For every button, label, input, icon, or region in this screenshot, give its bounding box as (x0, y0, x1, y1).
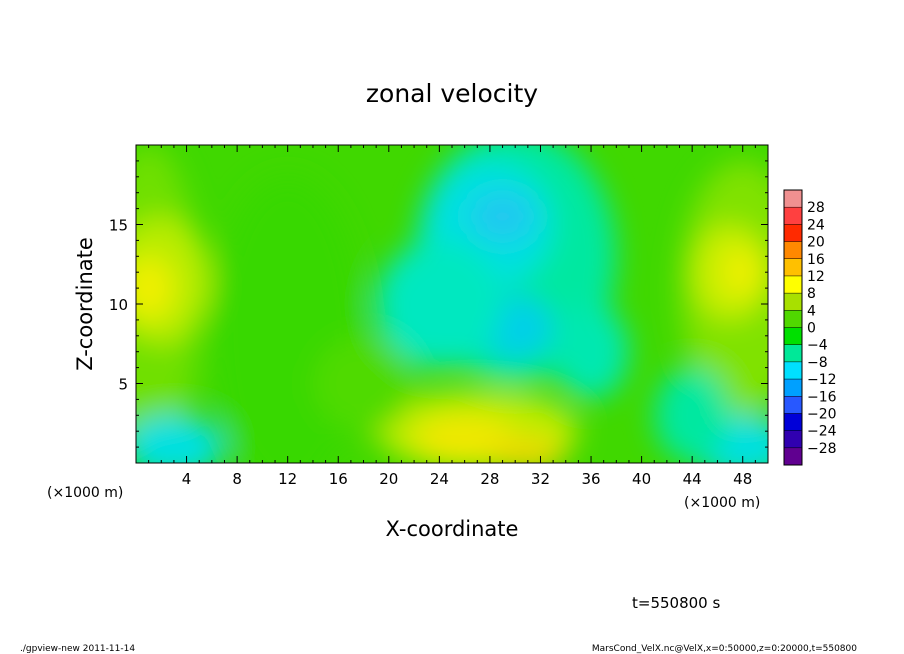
colorbar-segment (784, 293, 802, 311)
x-tick-label: 12 (278, 470, 297, 488)
x-tick-label: 40 (632, 470, 651, 488)
colorbar-label: 20 (807, 235, 825, 251)
y-axis-ticks: 5 10 15 (109, 160, 768, 448)
y-tick-label: 5 (118, 376, 128, 394)
colorbar-segment (784, 258, 802, 277)
x-unit-left: (×1000 m) (47, 485, 123, 501)
colorbar-label: −12 (807, 372, 837, 388)
field-region (376, 240, 503, 368)
colorbar-segment (784, 224, 802, 243)
field-region (470, 192, 535, 241)
colorbar-label: −28 (807, 441, 837, 457)
x-tick-label: 16 (329, 470, 348, 488)
colorbar-segment (784, 430, 802, 449)
field-region (312, 335, 415, 432)
x-axis-label: X-coordinate (386, 517, 519, 541)
x-unit-right: (×1000 m) (684, 495, 760, 511)
y-tick-label: 10 (109, 296, 128, 314)
colorbar-segment (784, 447, 802, 466)
time-annotation: t=550800 s (632, 594, 720, 612)
x-axis-ticks: 4 8 12 16 20 24 28 32 36 40 44 48 (148, 145, 756, 488)
footer-right: MarsCond_VelX.nc@VelX,x=0:50000,z=0:2000… (592, 644, 857, 654)
velocity-field (136, 145, 768, 463)
colorbar-label: 28 (807, 200, 825, 216)
colorbar-segment (784, 310, 802, 328)
colorbar-label: 16 (807, 252, 825, 268)
colorbar-label: 0 (807, 321, 816, 337)
colorbar-segment (784, 241, 802, 260)
field-region (553, 304, 629, 400)
colorbar-label: 24 (807, 217, 825, 233)
footer-left: ./gpview-new 2011-11-14 (20, 644, 135, 654)
field-region (211, 176, 364, 463)
field-region (654, 367, 731, 463)
colorbar-label: −20 (807, 406, 837, 422)
x-tick-label: 24 (430, 470, 449, 488)
colorbar-segment (784, 275, 802, 294)
field-region (414, 415, 516, 463)
field-region (723, 248, 762, 297)
y-tick-label: 15 (109, 217, 128, 235)
plot-area (136, 145, 768, 463)
colorbar-label: −24 (807, 424, 837, 440)
colorbar-segment (784, 379, 802, 397)
x-tick-label: 4 (182, 470, 192, 488)
colorbar-segment (784, 344, 802, 363)
x-tick-label: 32 (531, 470, 550, 488)
y-axis-label: Z-coordinate (73, 237, 97, 371)
field-region (489, 439, 566, 463)
colorbar-label: 4 (807, 303, 816, 319)
colorbar-segment (784, 190, 802, 208)
colorbar-segment (784, 327, 802, 346)
colorbar-label: 12 (807, 269, 825, 285)
field-region (136, 256, 174, 320)
x-tick-label: 8 (232, 470, 242, 488)
colorbar-segment (784, 207, 802, 225)
x-tick-label: 48 (733, 470, 752, 488)
x-tick-label: 28 (480, 470, 499, 488)
x-tick-label: 36 (581, 470, 600, 488)
x-tick-label: 20 (379, 470, 398, 488)
colorbar-segment (784, 413, 802, 432)
x-tick-label: 44 (683, 470, 702, 488)
chart-title: zonal velocity (366, 79, 538, 108)
colorbar-label: 8 (807, 286, 816, 302)
colorbar-segment (784, 396, 802, 414)
field-region (136, 415, 225, 463)
colorbar-label: −4 (807, 338, 828, 354)
colorbar-label: −16 (807, 389, 837, 405)
colorbar-segment (784, 361, 802, 380)
colorbar-label: −8 (807, 355, 828, 371)
